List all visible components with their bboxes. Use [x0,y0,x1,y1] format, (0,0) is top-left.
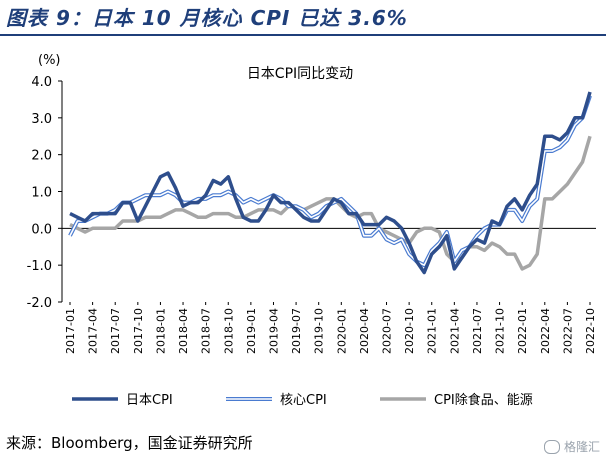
x-tick-label: 2021-10 [494,308,507,354]
x-tick-label: 2017-01 [64,308,77,354]
watermark-text: 格隆汇 [563,440,600,454]
wechat-icon [543,439,560,454]
watermark: 格隆汇 [543,438,600,455]
x-tick-label: 2022-04 [539,308,552,354]
x-tick-label: 2022-01 [516,308,529,354]
x-tick-label: 2020-01 [335,308,348,354]
x-tick-label: 2022-07 [561,308,574,354]
x-tick-label: 2021-07 [471,308,484,354]
source-note: 来源：Bloomberg，国金证券研究所 [6,434,253,452]
x-tick-label: 2018-07 [200,308,213,354]
x-tick-label: 2022-10 [584,308,597,354]
x-tick-label: 2019-10 [313,308,326,354]
y-tick-label: 2.0 [31,149,52,164]
x-tick-label: 2019-01 [245,308,258,354]
title-divider [0,34,606,36]
x-tick-label: 2019-04 [267,308,280,354]
y-tick-label: 4.0 [31,75,52,90]
x-tick-label: 2017-10 [132,308,145,354]
x-tick-label: 2020-04 [358,308,371,354]
x-tick-label: 2021-04 [448,308,461,354]
x-tick-label: 2017-04 [87,308,100,354]
series-line-core-cpi [68,95,592,268]
series-line-core-cpi-inner [69,95,591,267]
legend-label: CPI除食品、能源 [434,392,533,408]
chart-title: 日本CPI同比变动 [247,66,353,82]
y-tick-label: -2.0 [27,296,52,311]
x-tick-label: 2019-07 [290,308,303,354]
y-tick-label: 3.0 [31,112,52,127]
x-tick-label: 2021-01 [426,308,439,354]
y-tick-label: 0.0 [31,222,52,237]
series-line-cpi-ex-food-energy [69,135,592,271]
x-tick-label: 2020-07 [381,308,394,354]
legend-label: 日本CPI [126,393,173,408]
y-axis-unit-label: (%) [38,53,61,68]
x-tick-label: 2018-10 [222,308,235,354]
series-line-cpi [69,91,592,275]
x-tick-label: 2018-04 [177,308,190,354]
x-tick-label: 2020-10 [403,308,416,354]
y-tick-label: 1.0 [31,186,52,201]
y-tick-label: -1.0 [27,259,52,274]
figure-title: 图表 9：日本 10 月核心 CPI 已达 3.6% [6,6,408,30]
x-tick-label: 2018-01 [154,308,167,354]
x-tick-label: 2017-07 [109,308,122,354]
legend-label: 核心CPI [280,393,327,408]
